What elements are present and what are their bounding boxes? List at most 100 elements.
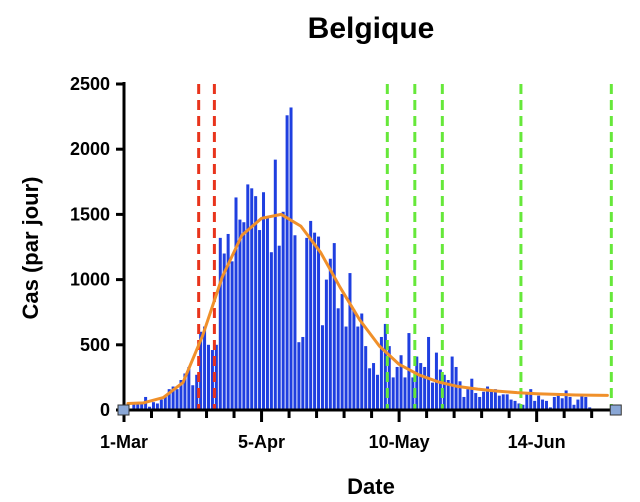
bar xyxy=(132,404,136,410)
bar xyxy=(533,400,537,410)
bar xyxy=(466,389,470,410)
bar xyxy=(203,326,207,410)
bar xyxy=(541,399,545,410)
bar xyxy=(584,396,588,410)
bar xyxy=(552,396,556,410)
bar xyxy=(246,184,250,410)
bar xyxy=(411,377,415,410)
y-tick-label: 500 xyxy=(80,335,110,355)
bar xyxy=(509,399,513,410)
bar xyxy=(352,309,356,410)
bar xyxy=(297,342,301,410)
bar xyxy=(242,222,246,410)
bar xyxy=(403,377,407,410)
y-tick-label: 2500 xyxy=(70,74,110,94)
bar xyxy=(348,273,352,410)
y-tick-label: 0 xyxy=(100,400,110,420)
bar xyxy=(305,237,309,410)
bar xyxy=(230,261,234,410)
bar xyxy=(218,237,222,410)
x-axis-label: Date xyxy=(347,474,395,499)
bar xyxy=(191,385,195,410)
bar xyxy=(187,366,191,410)
bar xyxy=(576,399,580,410)
bar xyxy=(564,390,568,410)
bar xyxy=(505,394,509,410)
bar xyxy=(356,326,360,410)
x-tick-label: 14-Jun xyxy=(508,432,566,452)
bar xyxy=(517,403,521,410)
bar xyxy=(521,404,525,410)
chart-title: Belgique xyxy=(308,12,435,45)
bar xyxy=(254,196,258,410)
bar xyxy=(568,396,572,410)
bar xyxy=(277,245,281,410)
bar xyxy=(159,399,163,410)
bar xyxy=(529,389,533,410)
bar xyxy=(423,366,427,410)
y-axis-label: Cas (par jour) xyxy=(18,176,43,319)
bar xyxy=(395,366,399,410)
bar xyxy=(167,389,171,410)
bar xyxy=(344,326,348,410)
bar xyxy=(391,377,395,410)
bar xyxy=(572,404,576,410)
bar xyxy=(293,235,297,410)
bar xyxy=(438,369,442,410)
x-tick-label: 5-Apr xyxy=(238,432,285,452)
bar xyxy=(556,394,560,410)
bar xyxy=(478,396,482,410)
bar xyxy=(262,192,266,410)
bar xyxy=(206,344,210,410)
x-tick-label: 10-May xyxy=(369,432,430,452)
bar xyxy=(179,380,183,410)
bar xyxy=(140,402,144,410)
bar xyxy=(163,396,167,410)
bar xyxy=(419,363,423,410)
bar xyxy=(269,252,273,410)
bar xyxy=(462,396,466,410)
bar xyxy=(501,394,505,410)
bar xyxy=(199,331,203,410)
bar xyxy=(171,386,175,410)
bar xyxy=(537,395,541,410)
bar xyxy=(497,395,501,410)
bar xyxy=(368,368,372,410)
bar xyxy=(340,293,344,410)
bar xyxy=(486,386,490,410)
bar xyxy=(375,374,379,410)
bar xyxy=(458,381,462,410)
bar xyxy=(372,363,376,410)
bar xyxy=(336,308,340,410)
bar xyxy=(332,243,336,410)
bar xyxy=(136,404,140,410)
plot-area: 0 500 1000 1500 2000 2500 1-Mar 5-Apr 10-May 14-J… xyxy=(70,74,622,452)
bar xyxy=(151,402,155,410)
bar xyxy=(454,366,458,410)
bar xyxy=(289,107,293,411)
fit-curve xyxy=(126,212,609,405)
bar xyxy=(427,336,431,410)
bar xyxy=(148,406,152,410)
bar xyxy=(383,323,387,410)
bar xyxy=(474,393,478,410)
bar xyxy=(544,400,548,410)
axis-endpoint-marker xyxy=(609,404,622,416)
bar xyxy=(320,325,324,410)
bar xyxy=(431,382,435,410)
bar xyxy=(222,253,226,410)
bar xyxy=(525,393,529,410)
bar xyxy=(258,230,262,410)
bar xyxy=(183,373,187,410)
bar xyxy=(214,344,218,410)
bar xyxy=(364,346,368,410)
x-tick-label: 1-Mar xyxy=(100,432,148,452)
bar xyxy=(493,389,497,410)
bar xyxy=(446,380,450,410)
bar xyxy=(226,233,230,410)
bar xyxy=(250,188,254,410)
bar xyxy=(210,350,214,410)
bar xyxy=(281,211,285,410)
bar xyxy=(489,391,493,410)
